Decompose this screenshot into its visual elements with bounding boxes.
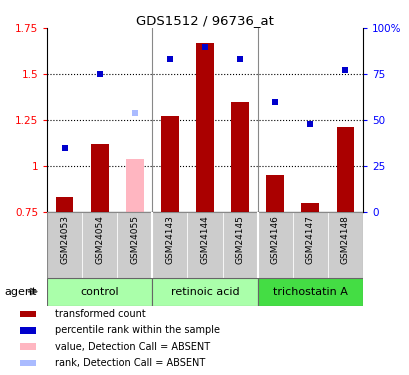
Text: control: control	[80, 286, 119, 297]
Text: retinoic acid: retinoic acid	[170, 286, 239, 297]
Text: GSM24053: GSM24053	[60, 215, 69, 264]
Text: trichostatin A: trichostatin A	[272, 286, 347, 297]
Bar	[82, 212, 117, 278]
Text: agent: agent	[4, 286, 36, 297]
Bar	[47, 212, 82, 278]
Text: percentile rank within the sample: percentile rank within the sample	[55, 325, 220, 335]
Text: transformed count: transformed count	[55, 309, 146, 319]
Bar	[56, 197, 73, 212]
Text: GSM24147: GSM24147	[305, 215, 314, 264]
Bar	[222, 212, 257, 278]
Bar	[20, 360, 36, 366]
Bar	[336, 128, 353, 212]
Bar	[20, 327, 36, 333]
Bar	[152, 212, 187, 278]
Bar	[257, 212, 292, 278]
Bar	[126, 159, 143, 212]
Bar	[91, 144, 108, 212]
Bar	[161, 116, 178, 212]
Bar	[47, 212, 362, 278]
Text: GSM24144: GSM24144	[200, 215, 209, 264]
Bar	[301, 202, 318, 212]
Bar	[196, 43, 213, 212]
Title: GDS1512 / 96736_at: GDS1512 / 96736_at	[136, 14, 273, 27]
Bar	[257, 278, 362, 306]
Bar	[20, 344, 36, 350]
Bar	[292, 212, 327, 278]
Bar	[20, 310, 36, 317]
Bar	[117, 212, 152, 278]
Text: GSM24143: GSM24143	[165, 215, 174, 264]
Bar	[327, 212, 362, 278]
Text: GSM24055: GSM24055	[130, 215, 139, 264]
Text: rank, Detection Call = ABSENT: rank, Detection Call = ABSENT	[55, 358, 205, 368]
Bar	[187, 212, 222, 278]
Bar	[266, 175, 283, 212]
Text: GSM24054: GSM24054	[95, 215, 104, 264]
Bar	[152, 278, 257, 306]
Text: GSM24148: GSM24148	[340, 215, 349, 264]
Text: value, Detection Call = ABSENT: value, Detection Call = ABSENT	[55, 342, 210, 352]
Bar	[47, 278, 152, 306]
Text: GSM24146: GSM24146	[270, 215, 279, 264]
Bar	[231, 102, 248, 212]
Text: GSM24145: GSM24145	[235, 215, 244, 264]
